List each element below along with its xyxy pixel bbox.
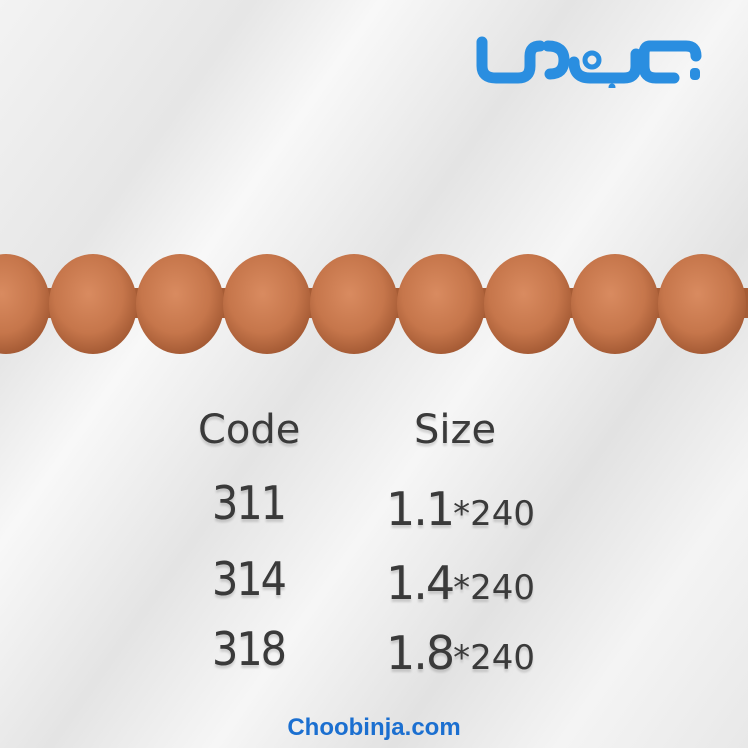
code-value: 311: [212, 476, 287, 530]
size-value: 1.4*240: [386, 560, 535, 606]
bead: [484, 254, 572, 354]
size-main: 1.1: [386, 482, 455, 536]
code-value: 318: [212, 622, 287, 676]
bead: [136, 254, 224, 354]
choobinja-logo: [476, 36, 702, 88]
size-main: 1.4: [386, 556, 455, 610]
bead: [310, 254, 398, 354]
size-header: Size: [414, 407, 497, 453]
bead: [571, 254, 659, 354]
bead-molding-image: [0, 254, 748, 354]
size-value: 1.1*240: [386, 486, 535, 532]
code-header: Code: [198, 407, 301, 453]
size-length: *240: [453, 638, 536, 678]
bead: [397, 254, 485, 354]
bead: [223, 254, 311, 354]
size-value: 1.8*240: [386, 630, 535, 676]
bead: [658, 254, 746, 354]
size-length: *240: [453, 568, 536, 608]
size-main: 1.8: [386, 626, 455, 680]
bead: [0, 254, 50, 354]
code-value: 314: [212, 552, 287, 606]
website-link[interactable]: Choobinja.com: [287, 714, 461, 741]
bead: [49, 254, 137, 354]
size-length: *240: [453, 494, 536, 534]
